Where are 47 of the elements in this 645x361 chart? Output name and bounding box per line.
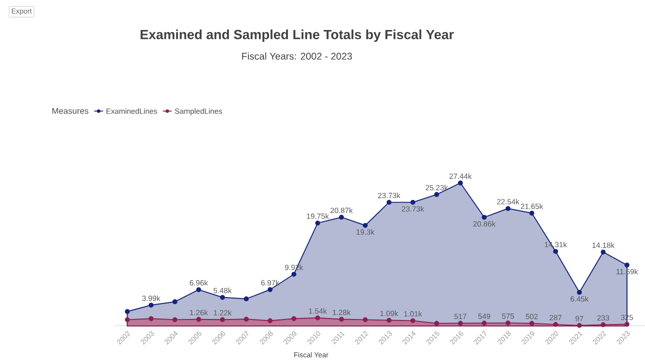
point [410, 318, 416, 324]
point [553, 322, 558, 327]
point [506, 320, 510, 326]
point [339, 316, 344, 322]
point [220, 295, 225, 300]
point [196, 317, 202, 322]
point [458, 180, 463, 186]
point [576, 323, 582, 328]
point [291, 272, 296, 277]
point [553, 249, 558, 254]
point [339, 214, 344, 220]
point [148, 316, 154, 322]
point [529, 210, 534, 216]
point [268, 318, 273, 324]
point [291, 316, 296, 322]
point [362, 317, 368, 322]
point [434, 192, 440, 198]
point [196, 287, 202, 292]
point [624, 262, 630, 268]
legend-title: Measures [52, 108, 88, 114]
point [600, 322, 606, 328]
point [410, 200, 416, 205]
point [529, 320, 534, 326]
point [434, 320, 440, 326]
point [576, 290, 582, 295]
chart-title: Examined and Sampled Line Totals by Fiscal Year [140, 30, 454, 42]
point [482, 214, 487, 220]
chart-subtitle: Fiscal Years: 2002 - 2023 [242, 52, 352, 60]
point [315, 220, 320, 226]
point [386, 200, 392, 205]
point [624, 322, 630, 327]
point [268, 287, 273, 292]
point [506, 206, 510, 212]
point [600, 250, 606, 255]
point [315, 316, 320, 320]
point [458, 320, 463, 326]
point [172, 317, 178, 322]
point [124, 309, 130, 314]
point [124, 317, 130, 322]
point [172, 299, 178, 304]
point [220, 317, 225, 322]
point [148, 302, 154, 308]
point [244, 296, 249, 302]
point [482, 320, 487, 326]
point [386, 318, 392, 323]
point [244, 316, 249, 322]
point [362, 223, 368, 228]
